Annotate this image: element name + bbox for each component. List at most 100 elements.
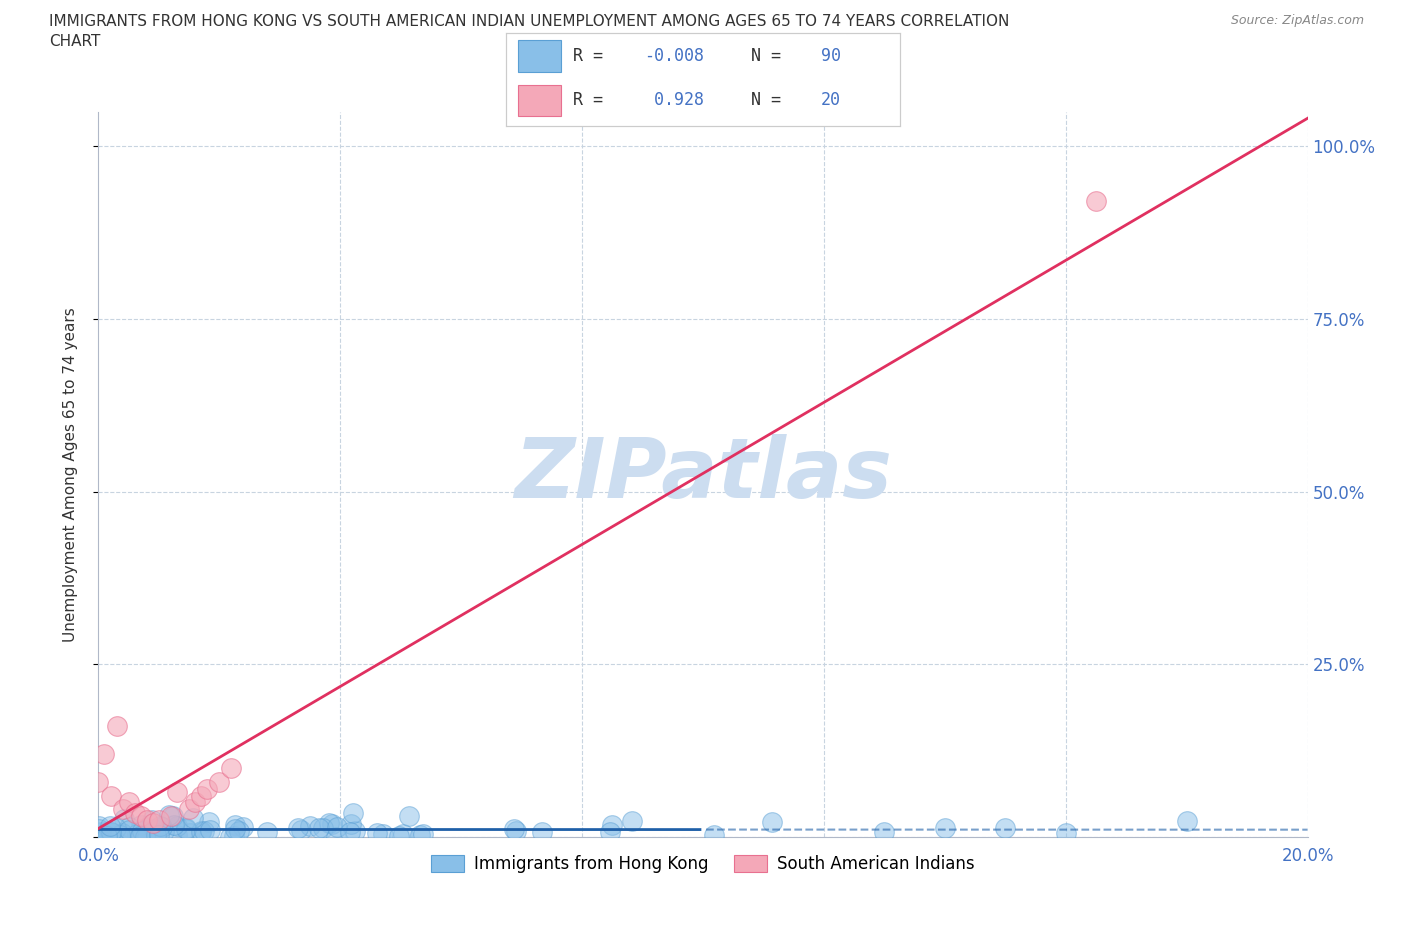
Immigrants from Hong Kong [98,819,121,834]
Immigrants from Hong Kong [166,819,188,834]
Immigrants from Hong Kong [308,820,330,835]
Immigrants from Hong Kong [298,818,321,833]
Immigrants from Hong Kong [503,821,526,836]
Immigrants from Hong Kong [344,824,367,839]
Immigrants from Hong Kong [145,828,167,843]
Immigrants from Hong Kong [761,815,783,830]
Immigrants from Hong Kong [873,825,896,840]
Immigrants from Hong Kong [398,808,420,823]
Immigrants from Hong Kong [190,825,212,840]
Immigrants from Hong Kong [129,817,152,832]
Immigrants from Hong Kong [388,829,411,844]
South American Indians [1085,194,1108,209]
Immigrants from Hong Kong [256,825,278,840]
South American Indians [129,809,152,824]
South American Indians [221,761,243,776]
Y-axis label: Unemployment Among Ages 65 to 74 years: Unemployment Among Ages 65 to 74 years [63,307,77,642]
Text: -0.008: -0.008 [644,46,704,65]
Immigrants from Hong Kong [224,829,246,844]
Text: IMMIGRANTS FROM HONG KONG VS SOUTH AMERICAN INDIAN UNEMPLOYMENT AMONG AGES 65 TO: IMMIGRANTS FROM HONG KONG VS SOUTH AMERI… [49,14,1010,29]
Immigrants from Hong Kong [131,824,153,839]
Immigrants from Hong Kong [620,814,643,829]
Immigrants from Hong Kong [136,826,159,841]
Immigrants from Hong Kong [193,823,215,838]
South American Indians [118,795,141,810]
Immigrants from Hong Kong [1175,814,1198,829]
Immigrants from Hong Kong [342,805,364,820]
Immigrants from Hong Kong [371,827,394,842]
Immigrants from Hong Kong [96,829,118,844]
Immigrants from Hong Kong [98,825,121,840]
Immigrants from Hong Kong [98,828,121,843]
Text: R =: R = [574,46,613,65]
Immigrants from Hong Kong [134,830,156,844]
Immigrants from Hong Kong [162,817,184,832]
Immigrants from Hong Kong [994,820,1017,835]
Immigrants from Hong Kong [321,817,343,831]
Immigrants from Hong Kong [97,829,120,844]
Immigrants from Hong Kong [174,820,197,835]
Immigrants from Hong Kong [157,807,180,822]
Immigrants from Hong Kong [162,808,184,823]
Immigrants from Hong Kong [366,826,388,841]
South American Indians [179,802,201,817]
Immigrants from Hong Kong [197,815,219,830]
Text: N =: N = [731,91,790,110]
Text: 20: 20 [821,91,841,110]
Immigrants from Hong Kong [166,827,188,842]
Immigrants from Hong Kong [326,819,349,834]
Immigrants from Hong Kong [218,830,240,844]
South American Indians [135,812,157,827]
Immigrants from Hong Kong [87,818,110,833]
Immigrants from Hong Kong [190,823,212,838]
Immigrants from Hong Kong [505,824,527,839]
Immigrants from Hong Kong [131,822,153,837]
Immigrants from Hong Kong [110,826,132,841]
Text: CHART: CHART [49,34,101,49]
Text: 0.928: 0.928 [644,91,704,110]
Immigrants from Hong Kong [91,829,114,844]
Immigrants from Hong Kong [145,828,167,843]
Bar [517,40,561,72]
South American Indians [160,809,183,824]
South American Indians [208,775,231,790]
Immigrants from Hong Kong [111,826,134,841]
Immigrants from Hong Kong [110,828,132,843]
Immigrants from Hong Kong [290,823,312,838]
South American Indians [142,816,165,830]
Immigrants from Hong Kong [128,828,150,843]
Immigrants from Hong Kong [530,825,553,840]
South American Indians [190,788,212,803]
Immigrants from Hong Kong [103,829,125,844]
Bar [517,85,561,116]
Text: Source: ZipAtlas.com: Source: ZipAtlas.com [1230,14,1364,27]
Immigrants from Hong Kong [409,828,432,843]
Immigrants from Hong Kong [312,820,335,835]
Immigrants from Hong Kong [287,820,309,835]
Immigrants from Hong Kong [97,825,120,840]
Immigrants from Hong Kong [149,818,172,833]
Immigrants from Hong Kong [118,819,141,834]
Immigrants from Hong Kong [198,823,221,838]
Immigrants from Hong Kong [703,828,725,843]
Immigrants from Hong Kong [150,819,173,834]
South American Indians [111,802,134,817]
Immigrants from Hong Kong [318,816,340,830]
South American Indians [93,747,115,762]
Text: N =: N = [731,46,790,65]
Immigrants from Hong Kong [90,829,112,844]
South American Indians [87,775,110,790]
South American Indians [184,795,207,810]
Immigrants from Hong Kong [179,826,201,841]
Text: ZIPatlas: ZIPatlas [515,433,891,515]
Immigrants from Hong Kong [224,818,246,833]
Text: 90: 90 [821,46,841,65]
South American Indians [124,805,146,820]
Immigrants from Hong Kong [228,824,250,839]
Immigrants from Hong Kong [87,821,110,836]
Text: R =: R = [574,91,613,110]
Legend: Immigrants from Hong Kong, South American Indians: Immigrants from Hong Kong, South America… [425,848,981,880]
Immigrants from Hong Kong [392,827,415,842]
Immigrants from Hong Kong [127,826,149,841]
Immigrants from Hong Kong [142,822,165,837]
